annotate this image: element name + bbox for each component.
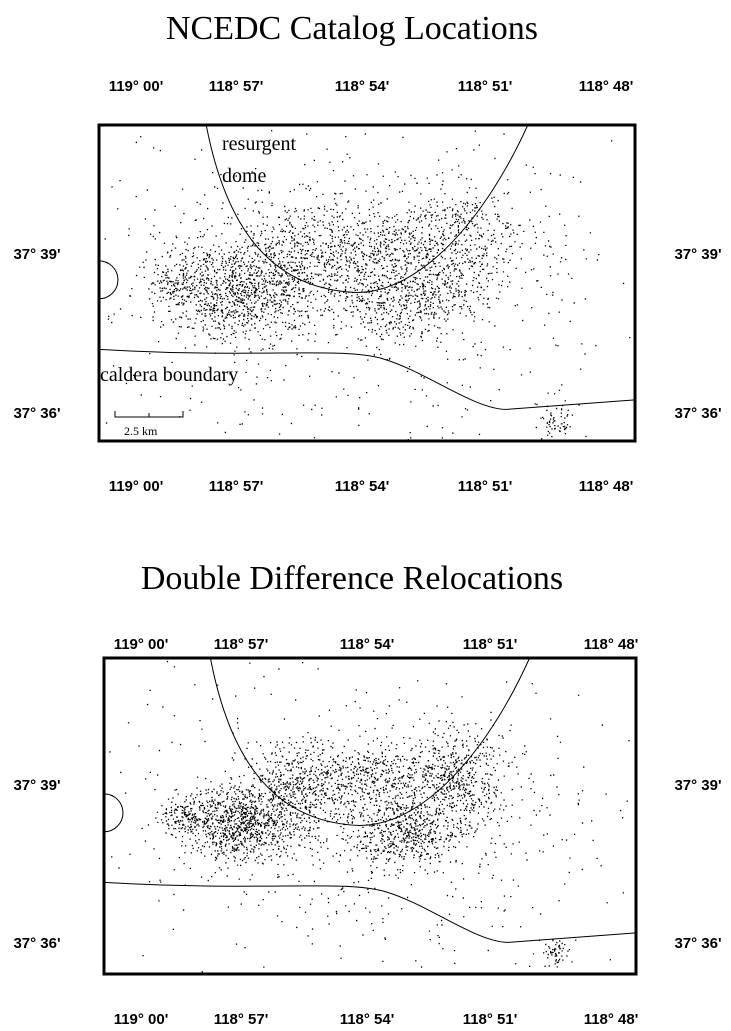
lon-label-top: 118° 57' <box>214 636 269 653</box>
map-frame <box>102 656 638 976</box>
lat-label-right: 37° 36' <box>674 405 721 422</box>
lat-label-right: 37° 36' <box>674 935 721 952</box>
lon-label-bottom: 118° 51' <box>463 1011 518 1028</box>
lat-label-right: 37° 39' <box>674 246 721 263</box>
lon-label-top: 118° 54' <box>335 78 390 95</box>
resurgent-dome <box>209 657 531 826</box>
lon-label-top: 118° 48' <box>584 636 639 653</box>
annotation: dome <box>222 165 267 187</box>
lon-label-bottom: 118° 48' <box>579 478 634 495</box>
annotation: resurgent <box>222 133 296 155</box>
panel-title: NCEDC Catalog Locations <box>166 10 538 47</box>
lon-label-top: 119° 00' <box>109 78 164 95</box>
lat-label-left: 37° 39' <box>13 246 60 263</box>
lon-label-top: 118° 48' <box>579 78 634 95</box>
seismicity-dots <box>109 660 630 973</box>
map-panel: Double Difference Relocations 119° 00' 119… <box>13 560 721 1028</box>
panel-title: Double Difference Relocations <box>141 560 563 597</box>
lat-label-left: 37° 39' <box>13 777 60 794</box>
lat-label-left: 37° 36' <box>13 405 60 422</box>
lon-label-top: 118° 54' <box>340 636 395 653</box>
lon-label-bottom: 119° 00' <box>109 478 164 495</box>
lat-label-right: 37° 39' <box>674 777 721 794</box>
seismicity-dots <box>104 130 631 441</box>
lon-label-top: 118° 57' <box>209 78 264 95</box>
scale-bar <box>114 411 184 418</box>
lon-label-bottom: 118° 54' <box>335 478 390 495</box>
annotation: caldera boundary <box>100 364 238 386</box>
lon-label-top: 118° 51' <box>463 636 518 653</box>
lon-label-bottom: 118° 48' <box>584 1011 639 1028</box>
lat-label-left: 37° 36' <box>13 935 60 952</box>
edge-feature <box>98 260 119 300</box>
map-frame <box>97 123 637 443</box>
lon-label-bottom: 118° 57' <box>209 478 264 495</box>
lon-label-bottom: 118° 54' <box>340 1011 395 1028</box>
lon-label-bottom: 119° 00' <box>114 1011 169 1028</box>
edge-feature <box>103 793 124 833</box>
resurgent-dome <box>205 124 529 293</box>
lon-label-bottom: 118° 57' <box>214 1011 269 1028</box>
lon-label-top: 119° 00' <box>114 636 169 653</box>
caldera-boundary <box>103 881 637 943</box>
lon-label-bottom: 118° 51' <box>458 478 513 495</box>
map-panel: NCEDC Catalog Locations 119° 00' 119° 00' 1… <box>13 10 721 495</box>
caldera-boundary <box>98 348 636 410</box>
lon-label-top: 118° 51' <box>458 78 513 95</box>
scale-label: 2.5 km <box>124 424 158 438</box>
